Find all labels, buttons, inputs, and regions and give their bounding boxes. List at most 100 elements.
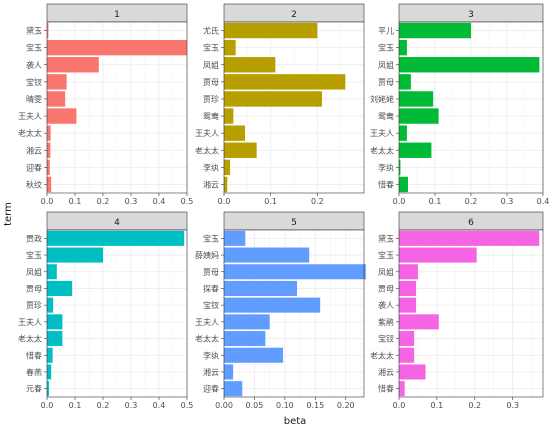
bar [224, 176, 228, 193]
x-tick-label: 0.1 [69, 197, 82, 206]
x-tick-label: 0.0 [41, 197, 54, 206]
bar [399, 125, 407, 141]
y-tick-label: 湘云 [203, 179, 219, 189]
bar [399, 39, 407, 56]
bar [399, 230, 540, 246]
bar [224, 108, 234, 124]
y-tick-label: 宝玉 [26, 250, 42, 260]
y-tick-label: 贾母 [378, 78, 394, 87]
bar [399, 381, 405, 397]
bar [399, 347, 415, 363]
x-tick-label: 0.15 [306, 401, 324, 410]
panel-border [46, 21, 188, 194]
y-tick-label: 宝钗 [378, 334, 394, 344]
y-axis-title: term [3, 202, 14, 226]
bar [224, 159, 231, 176]
y-tick-label: 晴雯 [26, 94, 42, 104]
bar [224, 381, 243, 397]
x-tick-label: 0.0 [41, 401, 54, 410]
y-tick-label: 紫鹃 [378, 317, 394, 327]
y-tick-label: 凤姐 [378, 60, 394, 70]
bar [224, 331, 266, 347]
y-tick-label: 袭人 [378, 300, 394, 310]
bar [47, 91, 66, 107]
x-tick-label: 0.4 [153, 197, 166, 206]
bar [47, 74, 67, 90]
x-tick-label: 0.00 [215, 401, 233, 410]
bar [399, 74, 411, 90]
bar [399, 91, 434, 107]
y-tick-label: 宝钗 [26, 77, 42, 87]
facet-strip-label: 3 [468, 10, 474, 20]
bar [224, 280, 298, 296]
y-tick-label: 黛玉 [26, 26, 42, 36]
bar [224, 264, 366, 280]
y-tick-label: 春燕 [26, 367, 42, 377]
y-tick-label: 贾珍 [203, 94, 219, 104]
panel-border [398, 229, 544, 398]
bar [399, 57, 540, 73]
y-tick-label: 刘姥姥 [370, 94, 394, 104]
bar [399, 297, 417, 313]
y-tick-label: 湘云 [26, 145, 42, 155]
y-tick-label: 袭人 [26, 60, 42, 70]
bar [47, 176, 52, 193]
facet-strip-label: 5 [291, 218, 297, 228]
x-tick-label: 0.5 [181, 197, 194, 206]
y-tick-label: 王夫人 [18, 111, 42, 121]
x-tick-label: 0.3 [501, 197, 514, 206]
x-tick-label: 0.4 [153, 401, 166, 410]
bar [224, 91, 322, 107]
bar [399, 314, 439, 330]
y-tick-label: 贾母 [378, 284, 394, 293]
panel-border [223, 21, 365, 194]
y-tick-label: 凤姐 [203, 60, 219, 70]
y-tick-label: 老太太 [195, 334, 219, 344]
bar [47, 347, 53, 363]
y-tick-label: 李纨 [378, 162, 394, 172]
x-tick-label: 0.4 [537, 197, 549, 206]
bar [399, 264, 418, 280]
bar [47, 280, 73, 296]
y-tick-label: 李纨 [203, 350, 219, 360]
x-tick-label: 0.10 [276, 401, 294, 410]
y-tick-label: 王夫人 [18, 317, 42, 327]
x-tick-label: 0.1 [429, 197, 442, 206]
y-tick-label: 凤姐 [378, 267, 394, 277]
y-tick-label: 湘云 [203, 367, 219, 377]
bar [399, 176, 408, 193]
bar [399, 142, 432, 158]
x-tick-label: 0.2 [468, 401, 481, 410]
y-tick-label: 鸳鸯 [203, 111, 219, 121]
y-tick-label: 老太太 [370, 145, 394, 155]
bar [47, 108, 77, 124]
y-tick-label: 李纨 [203, 162, 219, 172]
bar [47, 142, 51, 158]
y-tick-label: 宝玉 [378, 43, 394, 53]
bar [399, 247, 477, 263]
y-tick-label: 贾母 [203, 268, 219, 277]
bar [399, 108, 439, 124]
y-tick-label: 宝玉 [378, 250, 394, 260]
y-tick-label: 湘云 [378, 367, 394, 377]
facet-strip-label: 2 [291, 10, 297, 20]
x-tick-label: 0.2 [97, 401, 110, 410]
x-tick-label: 0.20 [337, 401, 355, 410]
bar [224, 297, 321, 313]
y-tick-label: 老太太 [18, 128, 42, 138]
facet-strip-label: 1 [114, 10, 120, 20]
y-tick-label: 探春 [203, 283, 219, 293]
bar [399, 331, 415, 347]
x-tick-label: 0.1 [431, 401, 444, 410]
panel-border [46, 229, 188, 398]
y-tick-label: 黛玉 [378, 233, 394, 243]
y-tick-label: 平儿 [378, 27, 394, 36]
bar [224, 74, 346, 90]
bar [47, 159, 50, 176]
y-tick-label: 王夫人 [195, 128, 219, 138]
bar [399, 159, 401, 176]
bar [224, 39, 236, 56]
bar [224, 125, 245, 141]
y-tick-label: 老太太 [370, 350, 394, 360]
